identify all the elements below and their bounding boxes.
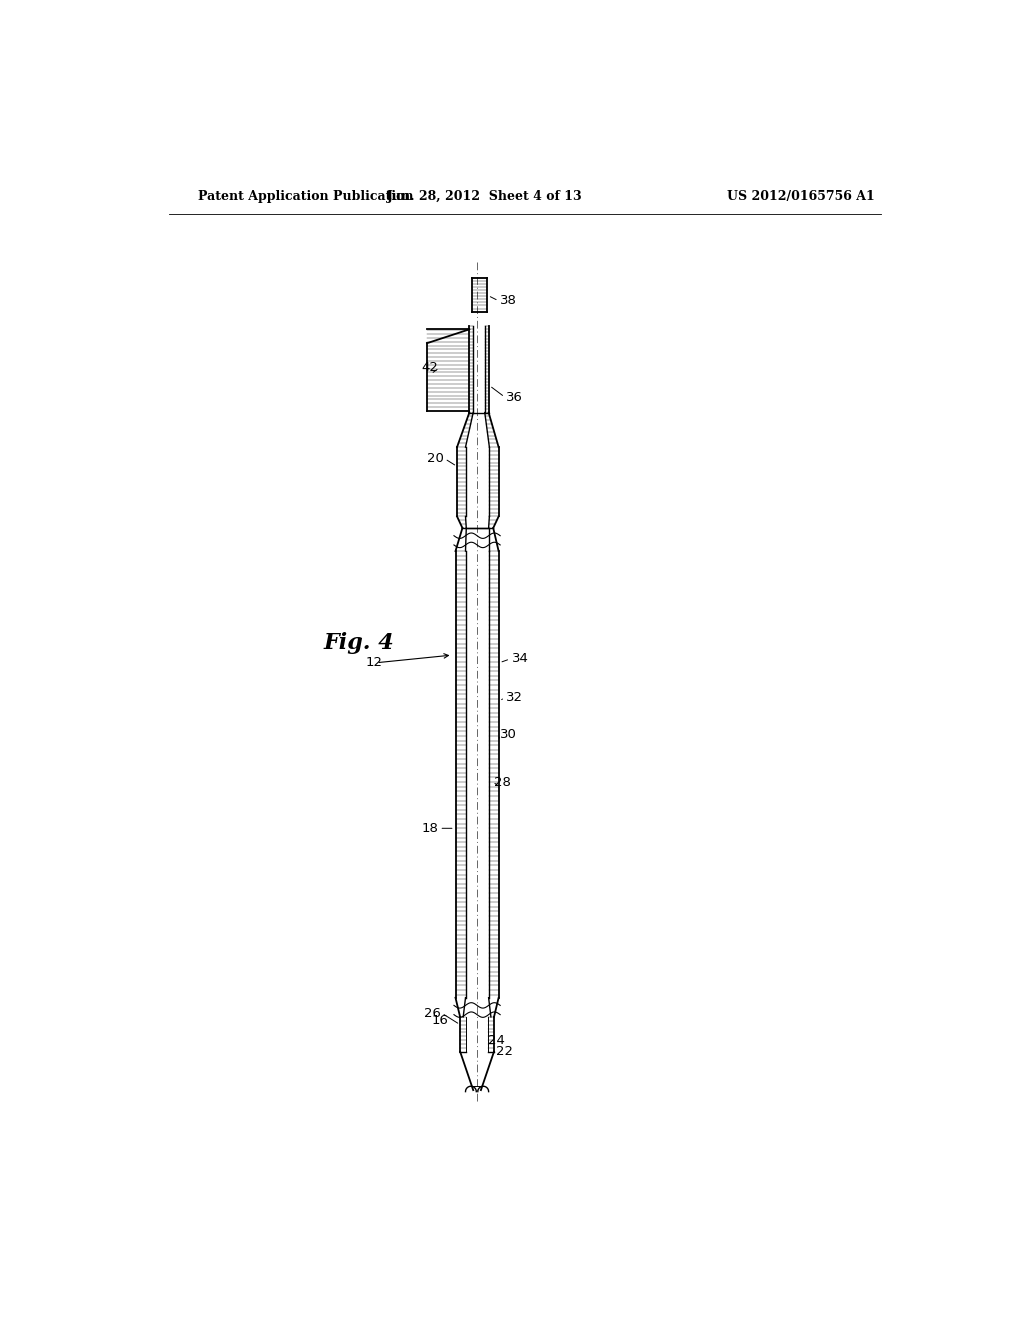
- Text: 38: 38: [500, 294, 517, 308]
- Text: 26: 26: [424, 1007, 441, 1019]
- Text: US 2012/0165756 A1: US 2012/0165756 A1: [727, 190, 874, 203]
- Text: 24: 24: [487, 1034, 505, 1047]
- Text: 16: 16: [432, 1014, 449, 1027]
- Text: 32: 32: [506, 690, 523, 704]
- Text: 28: 28: [494, 776, 511, 788]
- Text: 42: 42: [422, 362, 438, 375]
- Text: Fig. 4: Fig. 4: [323, 632, 394, 655]
- Text: 22: 22: [496, 1045, 513, 1059]
- Text: 20: 20: [427, 453, 444, 465]
- Text: Jun. 28, 2012  Sheet 4 of 13: Jun. 28, 2012 Sheet 4 of 13: [387, 190, 583, 203]
- Text: 30: 30: [500, 727, 517, 741]
- Text: 12: 12: [366, 656, 382, 669]
- Text: 36: 36: [506, 391, 523, 404]
- Text: 34: 34: [512, 652, 528, 665]
- Text: Patent Application Publication: Patent Application Publication: [199, 190, 414, 203]
- Text: 18: 18: [422, 822, 438, 834]
